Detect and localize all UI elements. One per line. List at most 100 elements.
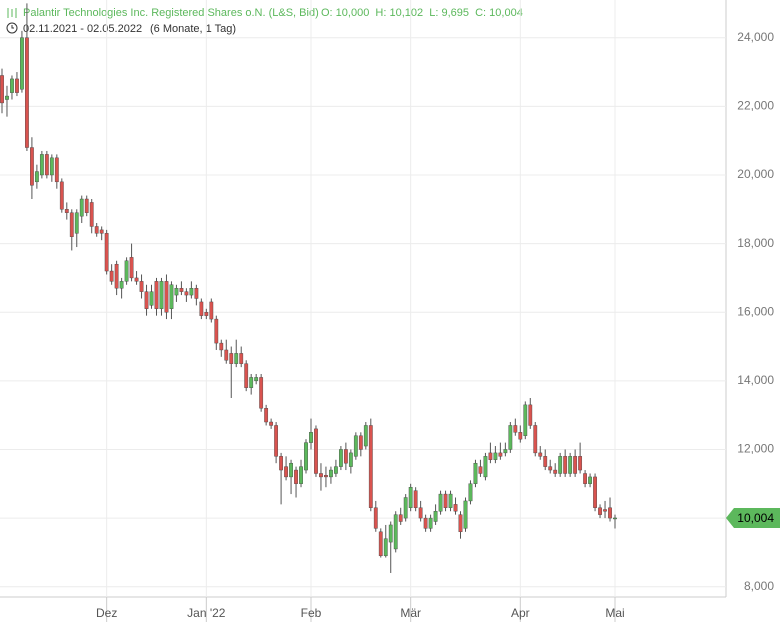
- candle-body: [204, 312, 209, 316]
- candle-body: [15, 78, 19, 93]
- candle-body: [99, 229, 104, 234]
- candle-body: [348, 452, 353, 467]
- candle-body: [458, 514, 463, 533]
- candle-body: [413, 490, 418, 508]
- y-tick-label: 18,000: [737, 236, 774, 250]
- y-tick-label: 16,000: [737, 304, 774, 318]
- x-tick-label: Dez: [96, 606, 117, 620]
- candle-body: [448, 493, 453, 508]
- candle-body: [74, 212, 79, 234]
- candle-body: [209, 301, 214, 320]
- candle-body: [309, 432, 313, 443]
- candle-body: [304, 442, 308, 471]
- candle-body: [10, 78, 14, 93]
- candle-body: [478, 466, 483, 474]
- candle-body: [533, 425, 538, 454]
- candle-body: [284, 466, 288, 478]
- y-tick-label: 20,000: [737, 167, 774, 181]
- candle-body: [134, 277, 139, 282]
- candle-body: [174, 288, 179, 296]
- candle-body: [219, 342, 224, 351]
- candle-body: [558, 456, 563, 474]
- candle-body: [199, 301, 204, 316]
- candle-body: [334, 466, 338, 474]
- candle-body: [518, 432, 523, 440]
- candle-body: [264, 408, 269, 423]
- last-price-tag: [726, 507, 780, 528]
- candle-body: [279, 456, 283, 471]
- date-range: 02.11.2021 - 02.05.2022: [23, 23, 142, 35]
- clock-hands: [11, 25, 14, 29]
- candle-body: [488, 452, 493, 460]
- candle-body: [378, 531, 383, 557]
- candle-body: [169, 284, 174, 309]
- candle-body: [433, 511, 438, 522]
- candle-body: [358, 435, 363, 450]
- candle-body: [498, 452, 503, 457]
- candle-body: [513, 425, 518, 433]
- candle-body: [20, 37, 24, 90]
- candle-body: [508, 425, 513, 450]
- candle-body: [538, 452, 543, 457]
- candle-body: [363, 425, 368, 447]
- candle-body: [64, 209, 69, 213]
- candle-body: [418, 507, 423, 519]
- candle-body: [329, 469, 333, 478]
- candle-body: [468, 483, 473, 502]
- candle-body: [149, 291, 154, 306]
- x-tick-label: Jan '22: [187, 606, 226, 620]
- candle-body: [109, 270, 114, 282]
- candle-body: [124, 260, 129, 282]
- candle-body: [373, 507, 378, 529]
- candle-body: [49, 157, 54, 176]
- candle-body: [483, 456, 488, 478]
- candle-body: [299, 466, 303, 484]
- candle-body: [229, 353, 234, 364]
- candle-body: [338, 449, 343, 467]
- candle-body: [154, 281, 159, 309]
- candle-body: [593, 476, 597, 508]
- duration: (6 Monate, 1 Tag): [150, 23, 236, 35]
- candle-body: [408, 487, 413, 508]
- candle-body: [588, 476, 592, 484]
- header-icon: [7, 8, 17, 18]
- candle-body: [528, 404, 533, 426]
- candle-body: [503, 449, 508, 454]
- candle-body: [69, 212, 74, 237]
- candle-body: [44, 154, 49, 176]
- candle-body: [578, 456, 583, 471]
- candle-body: [289, 462, 293, 478]
- candle-body: [214, 318, 219, 344]
- candle-body: [59, 181, 64, 210]
- candle-body: [254, 377, 259, 382]
- candle-body: [463, 500, 468, 529]
- candles: [0, 3, 617, 573]
- candle-body: [194, 288, 199, 299]
- candle-body: [159, 281, 164, 309]
- candle-body: [473, 462, 478, 484]
- candle-body: [25, 37, 29, 148]
- candle-body: [428, 517, 433, 529]
- candle-body: [5, 95, 9, 100]
- candle-body: [139, 281, 144, 292]
- clock-icon: [6, 22, 18, 34]
- candle-body: [388, 524, 393, 543]
- candle-body: [179, 288, 184, 292]
- candle-body: [0, 75, 4, 104]
- candle-body: [89, 202, 94, 227]
- candle-body: [553, 469, 558, 474]
- candle-body: [319, 473, 323, 478]
- x-tick-label: Feb: [301, 606, 322, 620]
- x-tick-label: Mai: [605, 606, 624, 620]
- candle-body: [164, 281, 169, 313]
- candle-body: [84, 198, 89, 213]
- candle-body: [368, 425, 373, 508]
- candle-body: [129, 257, 134, 279]
- candle-body: [259, 377, 264, 409]
- candle-body: [294, 469, 298, 484]
- candle-body: [114, 263, 119, 289]
- candle-body: [119, 281, 124, 289]
- candle-body: [383, 538, 388, 557]
- candle-body: [34, 171, 39, 183]
